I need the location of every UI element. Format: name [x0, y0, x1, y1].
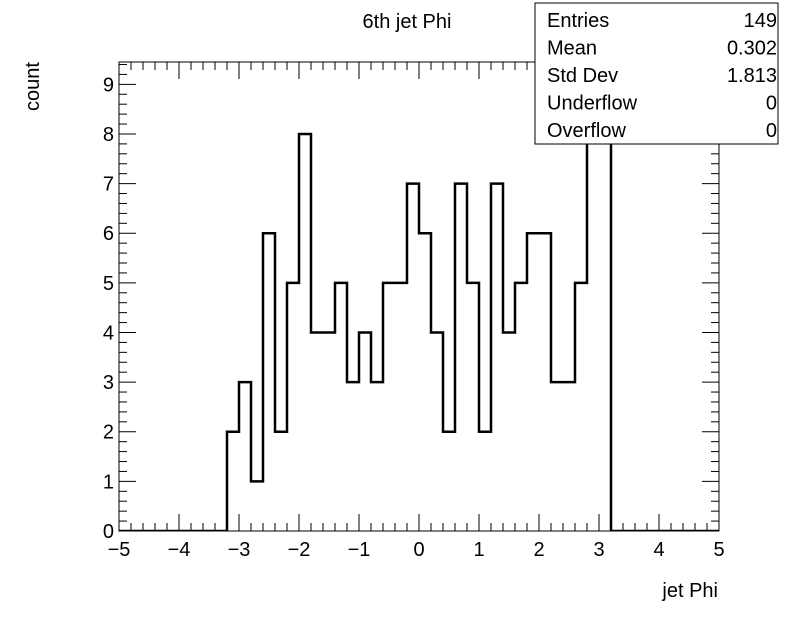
stats-value: 149 [744, 10, 777, 32]
chart-title: 6th jet Phi [363, 11, 452, 33]
histogram-bin [443, 432, 455, 531]
histogram-bin [239, 382, 251, 531]
histogram-bin [455, 184, 467, 531]
histogram-bin [563, 382, 575, 531]
x-tick-label: −3 [228, 539, 251, 561]
y-axis-title: count [22, 62, 44, 111]
histogram-series [119, 62, 719, 531]
stats-value: 0 [766, 120, 777, 142]
stats-value: 0.302 [727, 38, 777, 60]
histogram-bin [383, 283, 395, 531]
histogram-bin [539, 233, 551, 531]
histogram-bin [371, 382, 383, 531]
histogram-bin [359, 332, 371, 531]
histogram-bin [431, 332, 443, 531]
y-tick-label: 7 [103, 174, 114, 196]
stats-label: Entries [547, 10, 609, 32]
histogram-bin [251, 481, 263, 531]
stats-label: Mean [547, 38, 597, 60]
x-tick-label: 1 [473, 539, 484, 561]
y-tick-label: 5 [103, 273, 114, 295]
plot-area: −5 −4 −3 −2 −1 0 1 2 3 4 5 0 1 2 3 4 5 6 7 8 9 [103, 61, 725, 561]
histogram-bin [299, 134, 311, 531]
histogram-bin [551, 382, 563, 531]
histogram-bin [491, 184, 503, 531]
y-tick-label: 0 [103, 521, 114, 543]
histogram-bin [335, 283, 347, 531]
x-axis-ticks: −5 −4 −3 −2 −1 0 1 2 3 4 5 [108, 62, 725, 561]
histogram-bin [479, 432, 491, 531]
histogram-bin [275, 432, 287, 531]
histogram-bin [263, 233, 275, 531]
stats-label: Std Dev [547, 65, 618, 87]
x-tick-label: −5 [108, 539, 131, 561]
y-tick-label: 3 [103, 372, 114, 394]
x-tick-label: 5 [713, 539, 724, 561]
stats-value: 0 [766, 93, 777, 115]
x-tick-label: 2 [533, 539, 544, 561]
x-tick-label: 3 [593, 539, 604, 561]
histogram-bin [527, 233, 539, 531]
y-tick-label: 8 [103, 124, 114, 146]
histogram-bin [347, 382, 359, 531]
x-tick-label: 0 [413, 539, 424, 561]
x-tick-label: −4 [168, 539, 191, 561]
stats-box: Entries 149 Mean 0.302 Std Dev 1.813 Underflow… [534, 2, 779, 145]
histogram-bin [419, 233, 431, 531]
x-tick-label: −2 [288, 539, 311, 561]
x-tick-label: −1 [348, 539, 371, 561]
histogram-bin [323, 332, 335, 531]
stats-label: Underflow [547, 93, 638, 115]
y-tick-label: 9 [103, 74, 114, 96]
histogram-bin [227, 432, 239, 531]
y-tick-label: 4 [103, 322, 114, 344]
stats-rows: Entries 149 Mean 0.302 Std Dev 1.813 Underflow… [547, 10, 777, 142]
stats-value: 1.813 [727, 65, 777, 87]
x-tick-label: 4 [653, 539, 664, 561]
histogram-bin [311, 332, 323, 531]
histogram-bin [407, 184, 419, 531]
y-tick-label: 2 [103, 422, 114, 444]
histogram-outline [119, 62, 719, 531]
histogram-bin [575, 283, 587, 531]
histogram-bin [515, 283, 527, 531]
histogram-bin [395, 283, 407, 531]
histogram-bin [287, 283, 299, 531]
y-tick-label: 6 [103, 223, 114, 245]
y-axis-ticks: 0 1 2 3 4 5 6 7 8 9 [103, 74, 719, 543]
histogram-bin [503, 332, 515, 531]
x-axis-title: jet Phi [661, 580, 718, 602]
histogram-bin [467, 283, 479, 531]
stats-box-frame [534, 2, 779, 145]
stats-label: Overflow [547, 120, 626, 142]
y-tick-label: 1 [103, 471, 114, 493]
